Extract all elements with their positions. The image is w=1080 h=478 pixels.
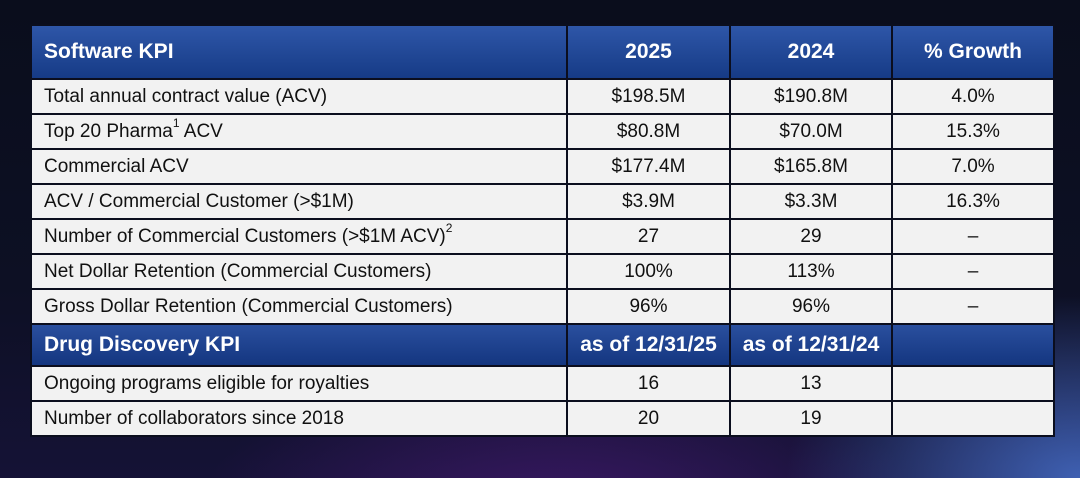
- value-growth: –: [891, 253, 1055, 290]
- value-2024: $165.8M: [729, 148, 893, 185]
- value-growth: [891, 365, 1055, 402]
- value-2025: 16: [566, 365, 731, 402]
- column-header-empty: [891, 323, 1055, 367]
- value-growth: 16.3%: [891, 183, 1055, 220]
- value-growth: –: [891, 218, 1055, 255]
- value-2025: $198.5M: [566, 78, 731, 115]
- table-row: ACV / Commercial Customer (>$1M) $3.9M $…: [30, 183, 1055, 220]
- row-label: Number of collaborators since 2018: [30, 400, 568, 437]
- kpi-table: Software KPI 2025 2024 % Growth Total an…: [30, 24, 1055, 437]
- value-2024: $70.0M: [729, 113, 893, 150]
- software-kpi-title: Software KPI: [30, 24, 568, 80]
- value-2024: 96%: [729, 288, 893, 325]
- row-label: Number of Commercial Customers (>$1M ACV…: [30, 218, 568, 255]
- row-label: Commercial ACV: [30, 148, 568, 185]
- value-2024: $3.3M: [729, 183, 893, 220]
- value-2024: 113%: [729, 253, 893, 290]
- value-growth: [891, 400, 1055, 437]
- value-2024: $190.8M: [729, 78, 893, 115]
- value-2024: 19: [729, 400, 893, 437]
- value-2025: $3.9M: [566, 183, 731, 220]
- table-row: Number of Commercial Customers (>$1M ACV…: [30, 218, 1055, 255]
- table-row: Total annual contract value (ACV) $198.5…: [30, 78, 1055, 115]
- column-header-2024: 2024: [729, 24, 893, 80]
- row-label: Ongoing programs eligible for royalties: [30, 365, 568, 402]
- value-2025: 96%: [566, 288, 731, 325]
- column-header-growth: % Growth: [891, 24, 1055, 80]
- column-header-as-of-2024: as of 12/31/24: [729, 323, 893, 367]
- table-row: Gross Dollar Retention (Commercial Custo…: [30, 288, 1055, 325]
- footnote-marker: 2: [445, 221, 453, 236]
- value-2025: 100%: [566, 253, 731, 290]
- row-label: Gross Dollar Retention (Commercial Custo…: [30, 288, 568, 325]
- value-growth: 15.3%: [891, 113, 1055, 150]
- value-2025: $80.8M: [566, 113, 731, 150]
- row-label: ACV / Commercial Customer (>$1M): [30, 183, 568, 220]
- table-row: Top 20 Pharma1 ACV $80.8M $70.0M 15.3%: [30, 113, 1055, 150]
- value-2024: 29: [729, 218, 893, 255]
- row-label: Total annual contract value (ACV): [30, 78, 568, 115]
- footnote-marker: 1: [172, 116, 180, 131]
- column-header-2025: 2025: [566, 24, 731, 80]
- software-kpi-header: Software KPI 2025 2024 % Growth: [30, 24, 1055, 80]
- drug-discovery-kpi-header: Drug Discovery KPI as of 12/31/25 as of …: [30, 323, 1055, 367]
- value-2025: 27: [566, 218, 731, 255]
- column-header-as-of-2025: as of 12/31/25: [566, 323, 731, 367]
- row-label: Top 20 Pharma1 ACV: [30, 113, 568, 150]
- table-row: Commercial ACV $177.4M $165.8M 7.0%: [30, 148, 1055, 185]
- value-growth: –: [891, 288, 1055, 325]
- table-row: Net Dollar Retention (Commercial Custome…: [30, 253, 1055, 290]
- table-row: Ongoing programs eligible for royalties …: [30, 365, 1055, 402]
- value-growth: 7.0%: [891, 148, 1055, 185]
- value-2024: 13: [729, 365, 893, 402]
- value-growth: 4.0%: [891, 78, 1055, 115]
- row-label: Net Dollar Retention (Commercial Custome…: [30, 253, 568, 290]
- value-2025: 20: [566, 400, 731, 437]
- table-row: Number of collaborators since 2018 20 19: [30, 400, 1055, 437]
- value-2025: $177.4M: [566, 148, 731, 185]
- drug-discovery-kpi-title: Drug Discovery KPI: [30, 323, 568, 367]
